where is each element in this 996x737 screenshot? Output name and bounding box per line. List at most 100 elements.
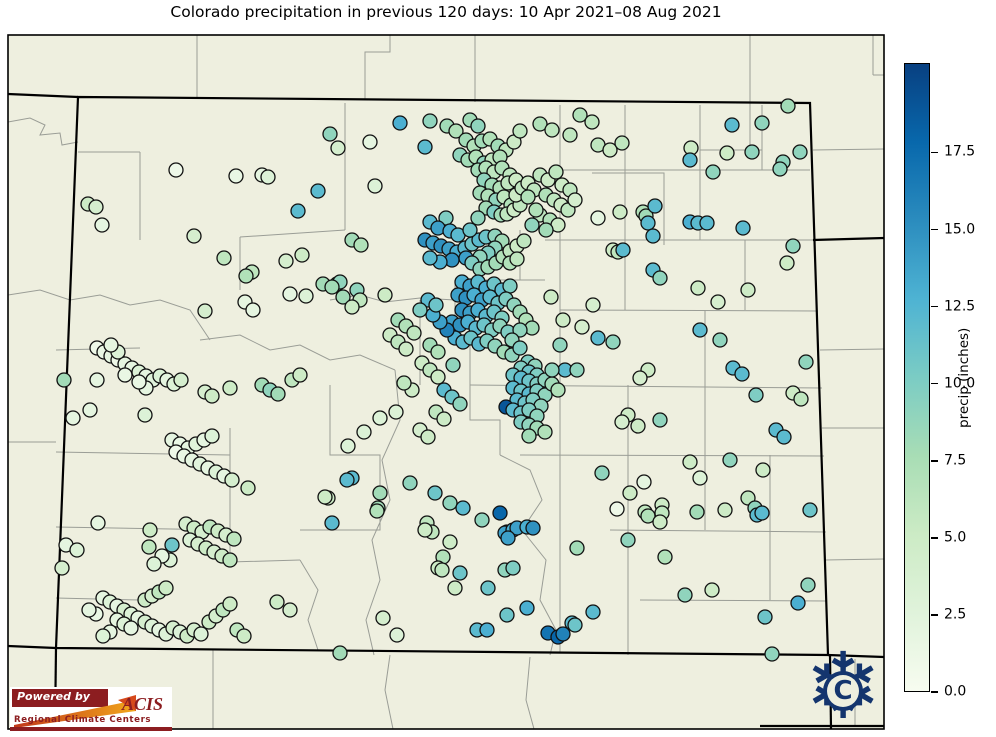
station-dot: [103, 337, 119, 353]
station-dot: [552, 337, 568, 353]
climate-center-c-letter: C: [833, 676, 853, 706]
station-dot: [543, 289, 559, 305]
county-line: [365, 369, 401, 656]
colorbar-tick-label: 15.0: [944, 221, 976, 238]
station-dot: [562, 127, 578, 143]
station-dot: [724, 117, 740, 133]
station-dot: [502, 278, 518, 294]
station-dot: [158, 580, 174, 596]
station-dot: [402, 475, 418, 491]
station-dot: [740, 282, 756, 298]
station-dot: [609, 501, 625, 517]
colorbar-ticks: 0.0 2.5 5.0 7.5 10.0 12.5 15.0 17.5: [904, 63, 994, 700]
station-dot: [479, 622, 495, 638]
station-dot: [282, 602, 298, 618]
station-dot: [512, 123, 528, 139]
station-dot: [226, 531, 242, 547]
station-dot: [690, 280, 706, 296]
county-line: [824, 558, 884, 561]
station-dot: [538, 222, 554, 238]
station-dot: [544, 362, 560, 378]
station-dot: [647, 198, 663, 214]
acis-subtitle-label: Regional Climate Centers: [14, 715, 152, 725]
station-dot: [82, 402, 98, 418]
county-line: [299, 559, 319, 651]
station-dot: [447, 580, 463, 596]
station-dot: [692, 322, 708, 338]
station-dot: [585, 604, 601, 620]
station-dot: [682, 152, 698, 168]
station-dot: [430, 369, 446, 385]
station-dot: [594, 465, 610, 481]
station-dot: [69, 542, 85, 558]
station-dot: [719, 145, 735, 161]
station-dot: [474, 512, 490, 528]
station-dot: [705, 164, 721, 180]
station-dot: [298, 288, 314, 304]
station-dot: [228, 168, 244, 184]
station-dot: [322, 126, 338, 142]
station-dot: [614, 135, 630, 151]
station-dot: [282, 286, 298, 302]
station-dot: [722, 452, 738, 468]
station-dot: [186, 228, 202, 244]
station-dot: [602, 142, 618, 158]
station-dot: [236, 628, 252, 644]
station-dot: [294, 247, 310, 263]
station-dot: [612, 204, 628, 220]
station-dot: [622, 485, 638, 501]
station-dot: [657, 549, 673, 565]
station-dot: [362, 134, 378, 150]
station-dot: [772, 161, 788, 177]
climate-center-logo: ❄ C: [797, 639, 889, 737]
county-line: [499, 454, 557, 656]
station-dot: [434, 562, 450, 578]
station-dot: [636, 474, 652, 490]
station-dot: [572, 107, 588, 123]
station-dot: [396, 375, 412, 391]
station-dot: [630, 418, 646, 434]
station-dot: [585, 297, 601, 313]
station-dot: [699, 215, 715, 231]
climate-center-c-ring: C: [823, 671, 863, 711]
station-dot: [204, 388, 220, 404]
station-dot: [430, 344, 446, 360]
acis-logo: Powered by ACIS Regional Climate Centers: [10, 687, 172, 731]
station-dot: [54, 560, 70, 576]
state-border-line: [812, 236, 884, 242]
station-dot: [428, 297, 444, 313]
station-dot: [802, 502, 818, 518]
colorado-state-outline: [54, 95, 830, 657]
station-dot: [412, 302, 428, 318]
station-dot: [356, 424, 372, 440]
station-dot: [117, 367, 133, 383]
station-dot: [470, 210, 486, 226]
station-dot: [500, 530, 516, 546]
station-dot: [146, 556, 162, 572]
station-dot: [455, 500, 471, 516]
station-dot: [222, 380, 238, 396]
station-dot: [270, 386, 286, 402]
state-border-line: [827, 653, 884, 659]
station-dot: [652, 412, 668, 428]
county-line: [812, 148, 884, 151]
station-dot: [427, 485, 443, 501]
station-dot: [292, 367, 308, 383]
station-dot: [521, 428, 537, 444]
station-dot: [734, 366, 750, 382]
station-dot: [398, 341, 414, 357]
station-dot: [689, 504, 705, 520]
station-dot: [224, 472, 240, 488]
station-dot: [445, 357, 461, 373]
station-dot: [372, 410, 388, 426]
acis-swoosh-icon: [14, 695, 136, 727]
station-dot: [56, 372, 72, 388]
acis-powered-by-label: Powered by: [17, 690, 90, 703]
station-dot: [94, 217, 110, 233]
station-dot: [704, 582, 720, 598]
station-dot: [525, 520, 541, 536]
station-dot: [652, 514, 668, 530]
station-dot: [754, 115, 770, 131]
station-dot: [519, 600, 535, 616]
station-dot: [216, 250, 232, 266]
